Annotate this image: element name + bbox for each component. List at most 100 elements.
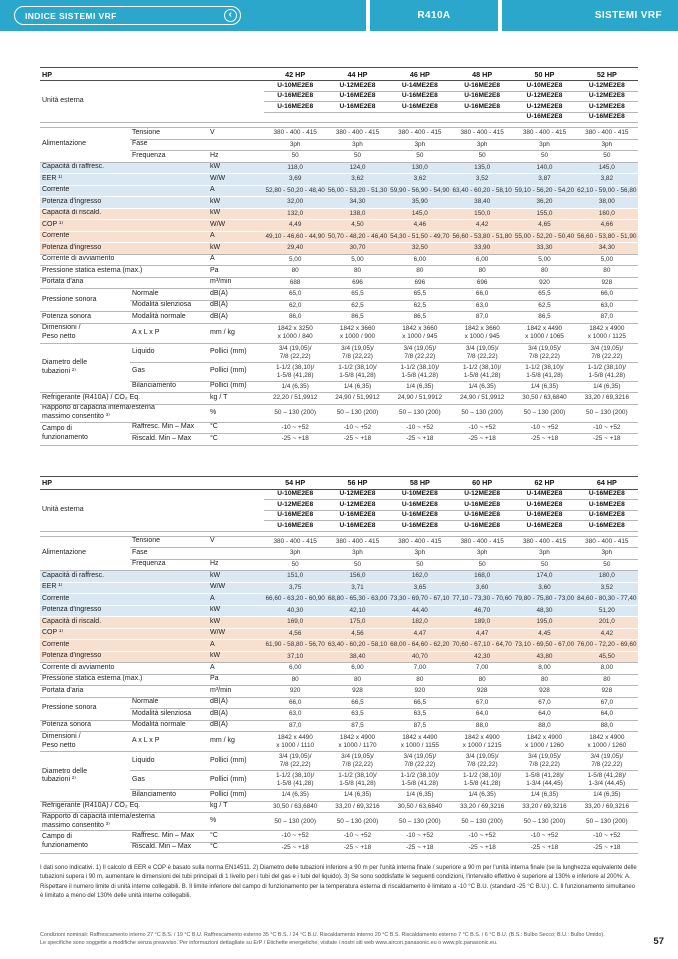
value-cell: 80: [513, 265, 576, 277]
value-cell: 1/4 (6,35): [388, 380, 451, 393]
row-label: Capacità di riscald.: [40, 616, 208, 628]
value-cell: 3ph: [513, 547, 576, 559]
value-cell: 4,47: [450, 627, 514, 639]
value-cell: 64,0: [513, 708, 576, 720]
value-cell: 67,0: [450, 696, 514, 709]
unit-cell: °C: [208, 421, 264, 434]
value-cell: 138,0: [326, 207, 389, 219]
row-label: EER ¹⁾: [40, 581, 208, 593]
index-back-button[interactable]: INDICE SISTEMI VRF ‹: [14, 6, 241, 25]
value-cell: 380 - 400 - 415: [388, 127, 451, 139]
row-sublabel: Normale: [130, 288, 208, 300]
table-divider: [40, 444, 638, 446]
value-cell: 928: [575, 685, 638, 697]
value-cell: 1-1/2 (38,10)/ 1-5/8 (41,28): [388, 770, 451, 789]
unit-model-cell: U-10ME2E8: [264, 80, 327, 91]
row-label: Corrente di avviamento: [40, 662, 208, 674]
row-label: Corrente di avviamento: [40, 253, 208, 266]
value-cell: 920: [513, 276, 576, 289]
value-cell: 3/4 (19,05)/ 7/8 (22,22): [388, 342, 451, 362]
row-sublabel: Bilanciamento: [130, 380, 208, 393]
row-label: Potenza sonora: [40, 719, 130, 732]
row-label: Refrigerante (R410A) / CO₂ Eq.: [40, 392, 208, 404]
section-title-label: SISTEMI VRF: [594, 10, 662, 21]
value-cell: 130,0: [388, 161, 451, 173]
value-cell: 1-1/2 (38,10)/ 1-5/8 (41,28): [575, 361, 638, 381]
value-cell: 77,10 - 73,30 - 70,60: [450, 593, 514, 605]
unit-cell: dB(A): [208, 288, 264, 300]
unit-model-cell: U-12ME2E8: [326, 80, 389, 91]
unit-block-label: Unità esterna: [40, 488, 264, 531]
value-cell: 33,20 / 69,3216: [326, 800, 389, 813]
value-cell: 50 – 130 (200): [575, 403, 638, 422]
value-cell: 151,0: [264, 570, 327, 582]
value-cell: 66,0: [575, 288, 638, 300]
value-cell: 4,50: [326, 219, 389, 231]
spec-table-42-52hp: HP 42 HP 44 HP 46 HP 48 HP 50 HP 52 HP Unità es…: [40, 67, 638, 446]
unit-cell: mm / kg: [208, 322, 264, 343]
unit-cell: kg / T: [208, 800, 264, 813]
unit-model-cell: U-16ME2E8: [575, 111, 638, 123]
section-title: SISTEMI VRF: [502, 0, 678, 31]
value-cell: 160,0: [575, 207, 638, 219]
value-cell: 50 – 130 (200): [575, 812, 638, 830]
value-cell: 50: [264, 558, 327, 571]
value-cell: 3/4 (19,05)/ 7/8 (22,22): [326, 751, 389, 770]
value-cell: 67,0: [513, 696, 576, 709]
table-divider: [40, 530, 638, 536]
value-cell: 80: [513, 673, 576, 686]
value-cell: 68,80 - 65,30 - 63,00: [326, 593, 389, 605]
value-cell: 1-1/2 (38,10)/ 1-5/8 (41,28): [450, 770, 514, 789]
value-cell: 380 - 400 - 415: [264, 535, 327, 548]
value-cell: 30,50 / 63,6840: [513, 392, 576, 404]
value-cell: -25 ~ +18: [575, 433, 638, 445]
value-cell: 22,20 / 51,9912: [264, 392, 327, 404]
unit-cell: A: [208, 662, 264, 674]
value-cell: 50: [388, 558, 451, 571]
value-cell: 3,52: [450, 173, 514, 185]
value-cell: 3ph: [450, 138, 514, 151]
value-cell: 3,62: [326, 173, 389, 185]
unit-cell: kW: [208, 207, 264, 219]
value-cell: 8,00: [575, 662, 638, 674]
unit-cell: Hz: [208, 150, 264, 162]
row-label: Pressione statica esterna (max.): [40, 673, 208, 686]
value-cell: 1842 x 4900 x 1000 / 1170: [326, 731, 389, 751]
value-cell: 1842 x 3660 x 1000 / 945: [450, 322, 514, 343]
value-cell: 40,70: [388, 650, 451, 662]
value-cell: 87,5: [326, 719, 389, 732]
value-cell: 380 - 400 - 415: [264, 127, 327, 139]
row-label: Potenza d'ingresso: [40, 196, 208, 208]
value-cell: -10 ~ +52: [513, 830, 576, 842]
value-cell: 86,0: [264, 311, 327, 323]
unit-cell: °C: [208, 433, 264, 445]
unit-model-cell: U-12ME2E8: [513, 101, 576, 112]
unit-cell: W/W: [208, 173, 264, 185]
value-cell: 80: [388, 673, 451, 686]
value-cell: 88,0: [575, 719, 638, 732]
unit-model-cell: U-16ME2E8: [450, 509, 514, 521]
unit-cell: Pollici (mm): [208, 789, 264, 801]
unit-cell: A: [208, 253, 264, 266]
value-cell: 33,30: [513, 242, 576, 254]
value-cell: 380 - 400 - 415: [388, 535, 451, 548]
value-cell: 87,0: [264, 719, 327, 732]
unit-model-cell: [264, 111, 327, 123]
value-cell: 30,70: [326, 242, 389, 254]
unit-cell: kW: [208, 616, 264, 628]
value-cell: 62,0: [264, 299, 327, 312]
unit-model-cell: U-14ME2E8: [388, 80, 451, 91]
unit-model-cell: [388, 111, 451, 123]
value-cell: 928: [513, 685, 576, 697]
value-cell: 3,71: [326, 581, 389, 593]
chevron-left-icon[interactable]: ‹: [224, 9, 237, 22]
value-cell: 87,0: [575, 311, 638, 323]
value-cell: 174,0: [513, 570, 576, 582]
value-cell: 42,10: [326, 604, 389, 616]
value-cell: 6,00: [450, 253, 514, 266]
value-cell: 59,90 - 56,90 - 54,90: [388, 184, 451, 196]
value-cell: 182,0: [388, 616, 451, 628]
unit-model-cell: U-16ME2E8: [513, 509, 576, 521]
value-cell: 6,00: [388, 253, 451, 266]
unit-model-cell: U-12ME2E8: [326, 499, 389, 510]
